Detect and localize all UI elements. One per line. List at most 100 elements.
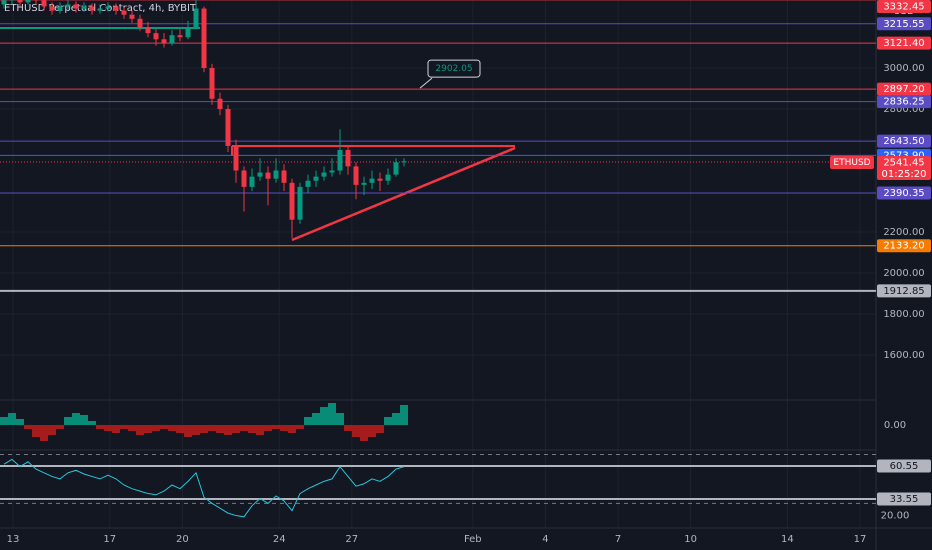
price-tick-label: 1600.00 — [883, 350, 924, 361]
candle-body — [1, 0, 7, 5]
candle-body — [113, 6, 119, 11]
time-tick-label: 24 — [273, 534, 286, 545]
candle-body — [281, 170, 287, 183]
rsi-level-label: 33.55 — [890, 494, 919, 505]
time-tick-label: 13 — [7, 534, 20, 545]
candle-body — [169, 35, 175, 44]
level-badge — [877, 284, 931, 298]
oscillator-bar — [344, 425, 352, 431]
oscillator-bar — [40, 425, 48, 441]
candle-body — [241, 170, 247, 187]
candle-body — [145, 27, 151, 34]
candle-body — [297, 186, 303, 220]
candle-body — [393, 162, 399, 175]
oscillator-bar — [192, 425, 200, 435]
level-badge — [877, 186, 931, 200]
oscillator-bar — [248, 425, 256, 433]
candle-body — [353, 166, 359, 185]
candle-body — [121, 10, 127, 15]
price-tick-label: 1800.00 — [883, 309, 924, 320]
rsi-level-badge — [877, 492, 931, 506]
tooltip-pointer — [419, 77, 433, 89]
countdown: 01:25:20 — [882, 169, 927, 180]
oscillator-bar — [328, 403, 336, 425]
oscillator-bar — [256, 425, 264, 435]
oscillator-bar — [352, 425, 360, 437]
current-badge — [877, 156, 931, 181]
oscillator-bar — [168, 425, 176, 431]
candle-body — [89, 6, 95, 11]
time-tick-label: 7 — [615, 534, 621, 545]
price-tick-label: 3000.00 — [883, 63, 924, 74]
oscillator-bar — [104, 425, 112, 431]
candle-body — [25, 0, 31, 3]
candle-body — [41, 0, 47, 7]
level-label: 2897.20 — [883, 84, 924, 95]
candle-body — [225, 109, 231, 146]
candle-body — [97, 8, 103, 11]
oscillator-bar — [32, 425, 40, 437]
level-label: 3215.55 — [883, 19, 924, 30]
candle-body — [73, 4, 79, 9]
oscillator-tick-label: 0.00 — [884, 420, 906, 431]
level-badge — [877, 17, 931, 31]
rsi-level-label: 60.55 — [890, 461, 919, 472]
oscillator-bar — [120, 425, 128, 429]
oscillator-bar — [96, 425, 104, 429]
price-tick-label: 2200.00 — [883, 227, 924, 238]
time-tick-label: 20 — [176, 534, 189, 545]
level-label: 2390.35 — [883, 188, 924, 199]
price-tick-label: 2000.00 — [883, 268, 924, 279]
tooltip-box — [427, 59, 481, 78]
symbol-label: ETHUSD — [833, 158, 870, 168]
oscillator-bar — [272, 425, 280, 429]
symbol-badge — [830, 156, 874, 170]
oscillator-bar — [216, 425, 224, 433]
triangle-base — [291, 146, 516, 242]
level-label: 2573.90 — [883, 150, 924, 161]
price-tick-label: 2800.00 — [883, 104, 924, 115]
oscillator-bar — [336, 413, 344, 425]
candle-body — [329, 170, 335, 173]
current-price: 2541.45 — [883, 158, 924, 169]
candle-body — [137, 18, 143, 27]
oscillator-bar — [8, 413, 16, 425]
time-tick-label: 17 — [103, 534, 116, 545]
candle-body — [369, 178, 375, 183]
oscillator-bar — [232, 425, 240, 433]
oscillator-bar — [176, 425, 184, 433]
oscillator-bar — [64, 417, 72, 425]
time-tick-label: 27 — [345, 534, 358, 545]
candle-body — [321, 172, 327, 177]
time-tick-label: 14 — [781, 534, 794, 545]
oscillator-bar — [288, 425, 296, 433]
candle-body — [377, 178, 383, 181]
oscillator-bar — [208, 425, 216, 431]
candle-body — [193, 8, 199, 28]
candle-body — [185, 27, 191, 38]
level-label: 2836.25 — [883, 97, 924, 108]
candle-body — [177, 35, 183, 38]
oscillator-bar — [200, 425, 208, 433]
candle-body — [105, 6, 111, 9]
oscillator-bar — [384, 417, 392, 425]
oscillator-bar — [56, 425, 64, 429]
level-badge — [877, 134, 931, 148]
candle-body — [217, 98, 223, 109]
level-label: 2133.20 — [883, 241, 924, 252]
oscillator-bar — [360, 425, 368, 441]
candle-body — [249, 176, 255, 187]
oscillator-bar — [80, 415, 88, 425]
oscillator-bar — [320, 407, 328, 425]
oscillator-bar — [280, 425, 288, 431]
candle-body — [233, 145, 239, 171]
time-tick-label: 10 — [684, 534, 697, 545]
oscillator-bar — [0, 417, 8, 425]
rsi-line — [3, 458, 405, 518]
candle-body — [305, 180, 311, 187]
tooltip-label: 2902.05 — [435, 64, 472, 74]
candle-body — [289, 182, 295, 220]
oscillator-bar — [392, 413, 400, 425]
oscillator-bar — [72, 413, 80, 425]
